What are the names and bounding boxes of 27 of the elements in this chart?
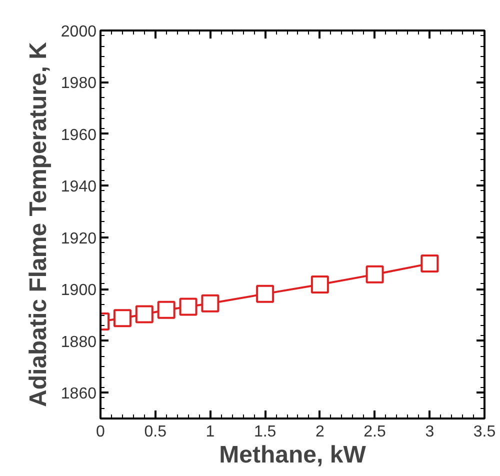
y-tick-label: 1900 <box>60 282 97 300</box>
point <box>366 265 384 284</box>
point <box>201 294 220 312</box>
point <box>135 305 154 324</box>
y-tick-label: 1940 <box>60 178 97 196</box>
x-tick-label: 3.5 <box>473 424 496 440</box>
y-tick-label: 1980 <box>60 75 97 92</box>
y-tick-label: 1880 <box>60 334 97 351</box>
y-tick-label: 1920 <box>60 230 97 248</box>
y-tick-label: 1960 <box>60 126 97 144</box>
x-tick-label: 2.5 <box>364 424 386 440</box>
x-tick-label: 1 <box>206 424 215 440</box>
y-axis-title: Adiabatic Flame Temperature, K <box>24 41 52 407</box>
x-tick-label: 0.5 <box>144 424 167 440</box>
y-tick-label: 1860 <box>60 386 97 403</box>
x-tick-label: 2 <box>315 424 324 440</box>
point <box>113 309 132 328</box>
point <box>420 254 439 273</box>
point <box>157 300 176 319</box>
x-tick-label: 3 <box>425 424 434 440</box>
x-tick-label: 1.5 <box>254 424 276 440</box>
point <box>310 276 329 294</box>
x-tick-label: 0 <box>96 424 106 440</box>
point <box>256 284 274 303</box>
x-axis-title: Methane, kW <box>219 442 366 468</box>
point <box>179 298 198 316</box>
y-tick-label: 2000 <box>60 24 97 40</box>
